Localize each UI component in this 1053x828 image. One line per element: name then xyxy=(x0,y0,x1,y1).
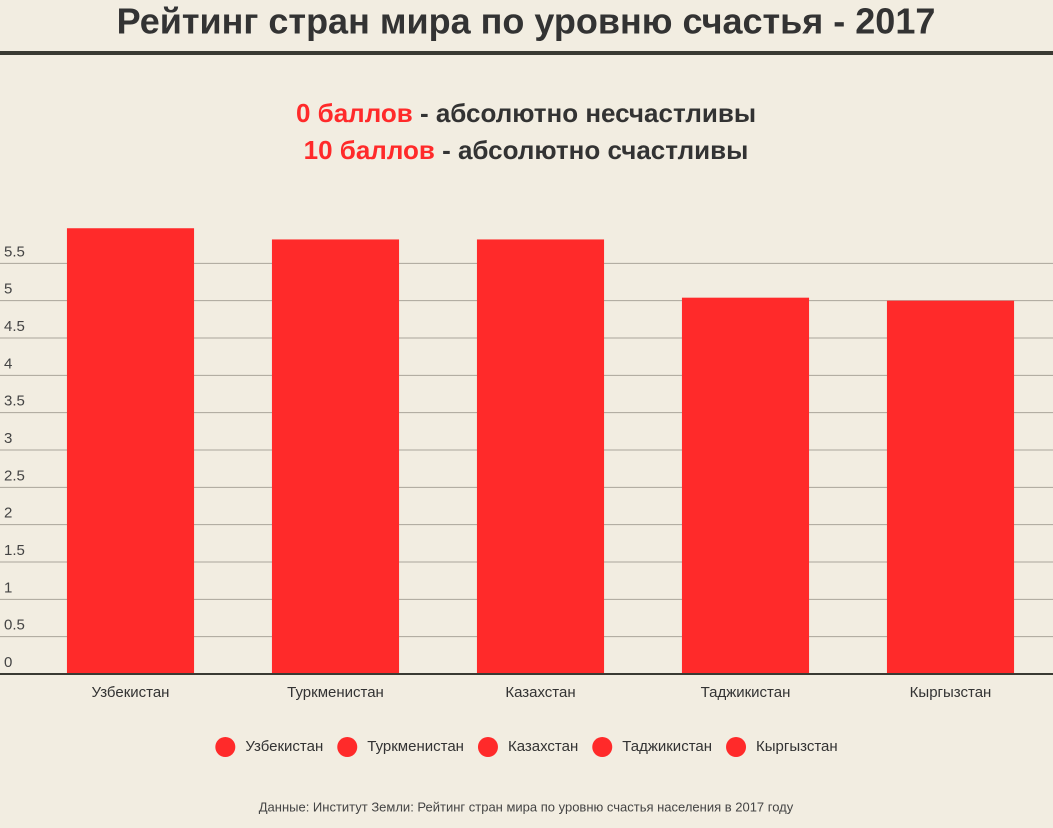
x-tick-label: Таджикистан xyxy=(701,684,791,701)
source-note: Данные: Институт Земли: Рейтинг стран ми… xyxy=(259,799,794,814)
x-tick-label: Туркменистан xyxy=(287,684,384,701)
legend-marker xyxy=(726,737,747,757)
legend-label: Казахстан xyxy=(508,738,578,755)
legend-label: Туркменистан xyxy=(367,738,464,755)
subtitle-highlight: 10 баллов xyxy=(304,135,435,165)
y-tick-label: 5 xyxy=(4,281,12,298)
legend-label: Таджикистан xyxy=(622,738,712,755)
y-tick-label: 1 xyxy=(4,579,12,596)
bar xyxy=(886,300,1015,674)
y-tick-label: 5.5 xyxy=(4,243,25,260)
bar xyxy=(271,239,400,674)
legend-marker xyxy=(337,737,358,757)
bar xyxy=(66,228,195,675)
legend-marker xyxy=(215,737,236,757)
bar xyxy=(476,239,605,674)
chart-title: Рейтинг стран мира по уровню счастья - 2… xyxy=(117,1,936,42)
legend-marker xyxy=(477,737,498,757)
legend-marker xyxy=(592,737,613,757)
legend-label: Узбекистан xyxy=(245,738,323,755)
y-tick-label: 4.5 xyxy=(4,318,25,335)
subtitle-line: 10 баллов - абсолютно счастливы xyxy=(304,135,749,165)
title-rule xyxy=(0,51,1053,55)
y-tick-label: 2.5 xyxy=(4,467,25,484)
y-tick-label: 2 xyxy=(4,505,12,522)
subtitle-text: - абсолютно несчастливы xyxy=(413,98,756,128)
subtitle-highlight: 0 баллов xyxy=(296,98,413,128)
y-tick-label: 4 xyxy=(4,355,12,372)
y-tick-label: 0.5 xyxy=(4,617,25,634)
bar xyxy=(681,297,810,674)
y-tick-label: 0 xyxy=(4,654,12,671)
subtitle-text: - абсолютно счастливы xyxy=(435,135,748,165)
y-tick-label: 1.5 xyxy=(4,542,25,559)
x-tick-label: Кыргызстан xyxy=(910,684,992,701)
x-tick-label: Узбекистан xyxy=(92,684,170,701)
y-tick-label: 3 xyxy=(4,430,12,447)
y-tick-label: 3.5 xyxy=(4,393,25,410)
x-tick-label: Казахстан xyxy=(505,684,575,701)
legend-label: Кыргызстан xyxy=(756,738,838,755)
subtitle-line: 0 баллов - абсолютно несчастливы xyxy=(296,98,756,128)
